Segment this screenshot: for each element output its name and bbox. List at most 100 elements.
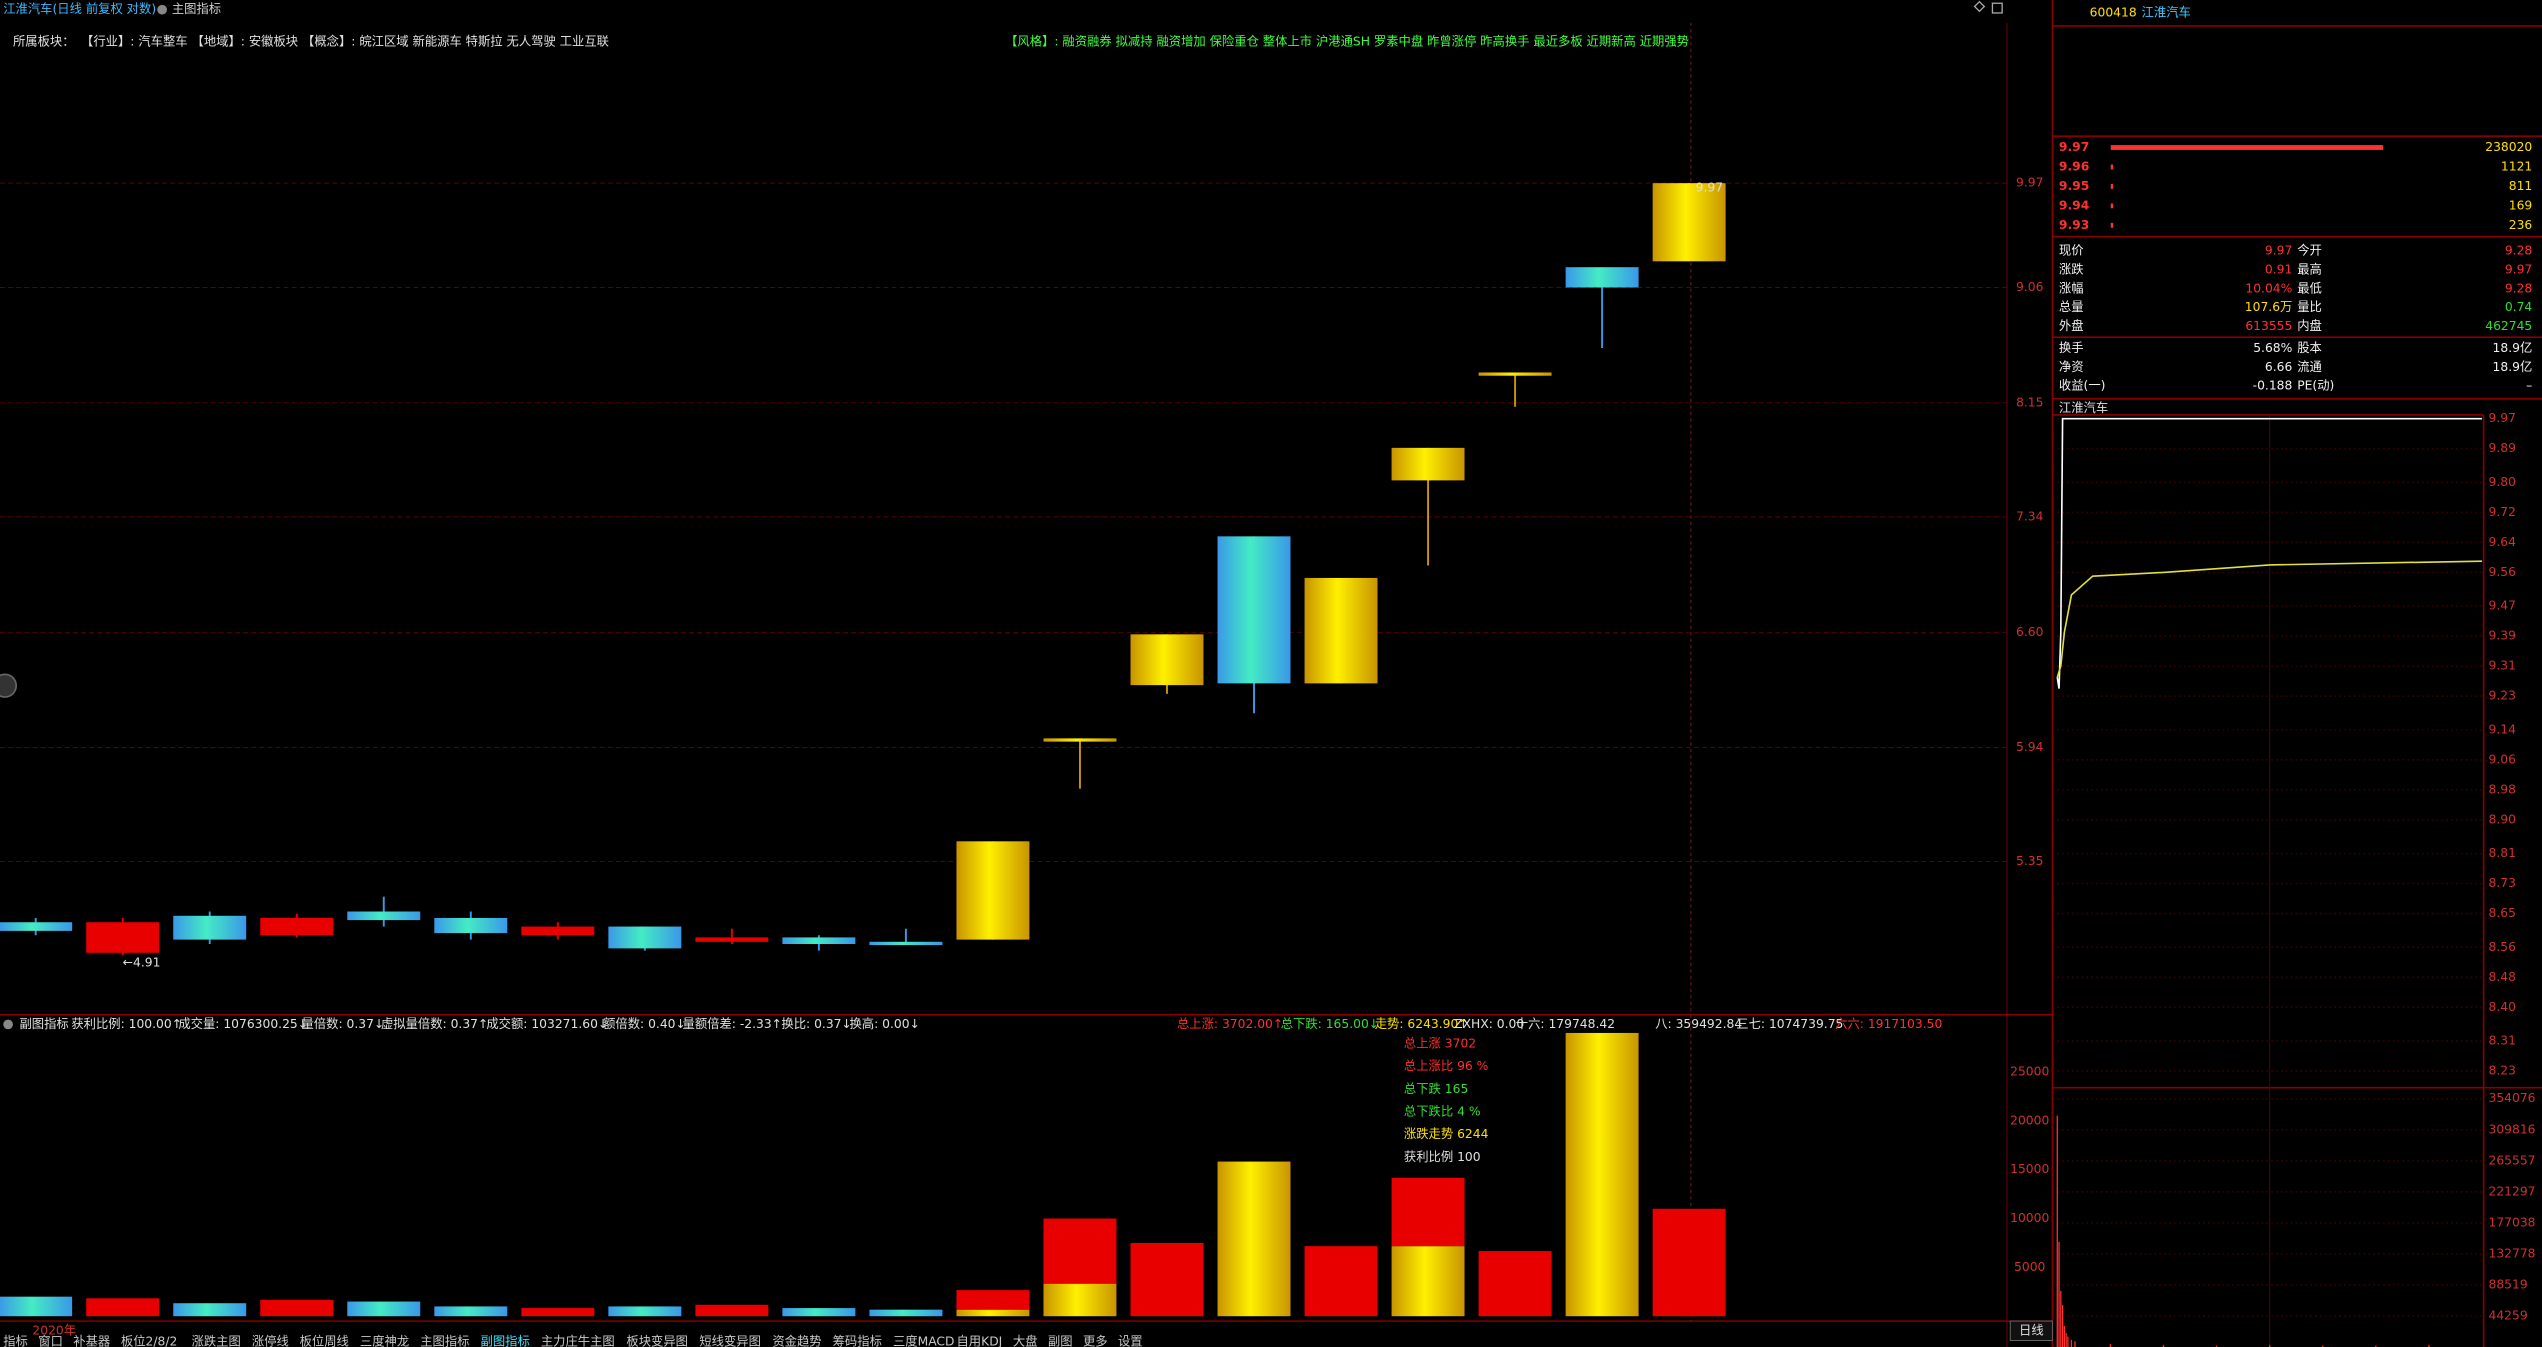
candle-body <box>521 926 595 936</box>
tab[interactable]: 涨跌主图 <box>192 1334 241 1347</box>
ask-volume-bar <box>2110 164 2114 170</box>
tab[interactable]: 涨停线 <box>252 1334 289 1347</box>
candle-body <box>1304 577 1378 684</box>
candle-body <box>782 937 856 944</box>
indicator-summary: 三七: 1074739.75 <box>1736 1017 1843 1031</box>
tab[interactable]: 板位2/8/2 <box>121 1334 177 1347</box>
tab[interactable]: 更多 <box>1083 1335 1108 1347</box>
y-tick-label: 5000 <box>2014 1260 2046 1274</box>
indicator-value: 副图指标 <box>19 1016 68 1031</box>
window-icon[interactable] <box>1991 2 2003 14</box>
candle-body <box>1043 738 1117 742</box>
tab[interactable]: 自用KDJ <box>956 1335 1002 1347</box>
window-icon[interactable] <box>1973 0 1986 13</box>
indicator-legend: 总下跌 165 <box>1404 1081 1468 1096</box>
indicator-value: 成交量: 1076300.25↓ <box>178 1016 308 1031</box>
candle-body <box>1217 536 1291 684</box>
y-tick-label: 88519 <box>2489 1277 2528 1291</box>
stat-label: 收益(一) <box>2059 379 2106 393</box>
tab[interactable]: 资金趋势 <box>772 1334 821 1347</box>
tab[interactable]: 指标 <box>3 1334 28 1347</box>
candle-body <box>869 941 943 946</box>
intraday-title: 江淮汽车 <box>2059 400 2108 415</box>
volume-bar <box>347 1301 421 1317</box>
indicator-legend: 获利比例 100 <box>1404 1150 1481 1164</box>
indicator-legend: 总上涨比 96 % <box>1404 1058 1489 1073</box>
tab[interactable]: 板位周线 <box>300 1334 349 1347</box>
candle-body <box>695 937 769 942</box>
ask-volume: 1121 <box>2501 159 2532 173</box>
indicator-value: 量额倍差: -2.33↑ <box>683 1016 783 1031</box>
tab[interactable]: 筹码指标 <box>833 1334 882 1347</box>
tab[interactable]: 窗口 <box>38 1335 63 1347</box>
volume-bar <box>695 1304 769 1317</box>
stat-value: – <box>2526 379 2532 393</box>
indicator-button[interactable]: 主图指标 <box>172 1 221 16</box>
indicator-summary: 八: 359492.84 <box>1655 1017 1742 1031</box>
stat-value: 9.28 <box>2505 281 2532 295</box>
tab[interactable]: 补基器 <box>73 1335 110 1347</box>
tab[interactable]: 设置 <box>1118 1335 1143 1347</box>
stat-value: 613555 <box>2245 319 2292 333</box>
candle-body <box>1565 267 1639 288</box>
stat-value: 18.9亿 <box>2493 359 2533 374</box>
y-tick-label: 9.06 <box>2016 280 2044 294</box>
volume-bar <box>1391 1177 1465 1247</box>
volume-bar <box>1043 1283 1117 1317</box>
volume-bar <box>608 1306 682 1317</box>
tab[interactable]: 短线变异图 <box>699 1334 761 1347</box>
tab[interactable]: 三度神龙 <box>360 1334 409 1347</box>
period-button[interactable]: 日线 <box>2019 1323 2044 1337</box>
candle-body <box>1391 447 1465 481</box>
stat-label: 股本 <box>2297 341 2322 355</box>
tab[interactable]: 大盘 <box>1013 1334 1038 1347</box>
indicator-summary: 六六: 1917103.50 <box>1835 1017 1942 1031</box>
price-line <box>2056 417 2483 689</box>
ask-price: 9.94 <box>2059 198 2089 212</box>
stat-label: 净资 <box>2059 360 2084 374</box>
y-tick-label: 9.23 <box>2489 689 2516 703</box>
volume-bar <box>782 1308 856 1317</box>
volume-bar <box>434 1306 508 1317</box>
tab[interactable]: 主力庄牛主图 <box>541 1334 615 1347</box>
stat-label: 今开 <box>2297 243 2322 258</box>
volume-bar <box>1565 1032 1639 1317</box>
sector-text: 【行业】: 汽车整车 【地域】: 安徽板块 【概念】: 皖江区域 新能源车 特斯… <box>81 34 609 49</box>
y-tick-label: 8.15 <box>2016 395 2043 409</box>
tab[interactable]: 副图指标 <box>481 1334 530 1347</box>
window-title: 江淮汽车(日线 前复权 对数) <box>3 1 156 16</box>
stat-value: 0.91 <box>2265 263 2292 277</box>
y-tick-label: 6.60 <box>2016 625 2044 639</box>
stat-label: 最低 <box>2297 281 2322 295</box>
ask-volume-bar <box>2110 222 2114 228</box>
price-line <box>2056 560 2483 678</box>
stat-label: 最高 <box>2297 262 2322 277</box>
indicator-summary: 十六: 179748.42 <box>1516 1017 1615 1031</box>
scroll-handle[interactable] <box>0 673 18 698</box>
style-text: 【风格】: 融资融券 拟减持 融资增加 保险重仓 整体上市 沪港通SH 罗素中盘… <box>1005 34 1689 49</box>
stat-value: 9.28 <box>2505 244 2532 258</box>
tab[interactable]: 副图 <box>1048 1334 1073 1347</box>
y-tick-label: 9.56 <box>2489 565 2517 579</box>
stat-label: 量比 <box>2297 300 2322 314</box>
indicator-legend: 总下跌比 4 % <box>1404 1103 1481 1118</box>
tab[interactable]: 板块变异图 <box>626 1334 688 1347</box>
volume-bar <box>869 1309 943 1317</box>
candle-body <box>608 926 682 949</box>
volume-bar <box>1391 1246 1465 1317</box>
stat-label: PE(动) <box>2297 379 2334 393</box>
volume-bar <box>0 1296 73 1317</box>
candle-body <box>956 841 1030 940</box>
tab[interactable]: 三度MACD <box>893 1334 955 1347</box>
candle-body <box>260 917 334 936</box>
stat-value: 10.04% <box>2245 281 2292 295</box>
period-button-box[interactable] <box>2009 1320 2053 1342</box>
tab[interactable]: 主图指标 <box>420 1334 469 1347</box>
high-label: 9.97 <box>1696 181 1723 195</box>
y-tick-label: 8.65 <box>2489 906 2516 920</box>
indicator-value: 量倍数: 0.37↓ <box>302 1016 385 1031</box>
y-tick-label: 9.64 <box>2489 535 2517 549</box>
y-tick-label: 8.98 <box>2489 782 2516 796</box>
